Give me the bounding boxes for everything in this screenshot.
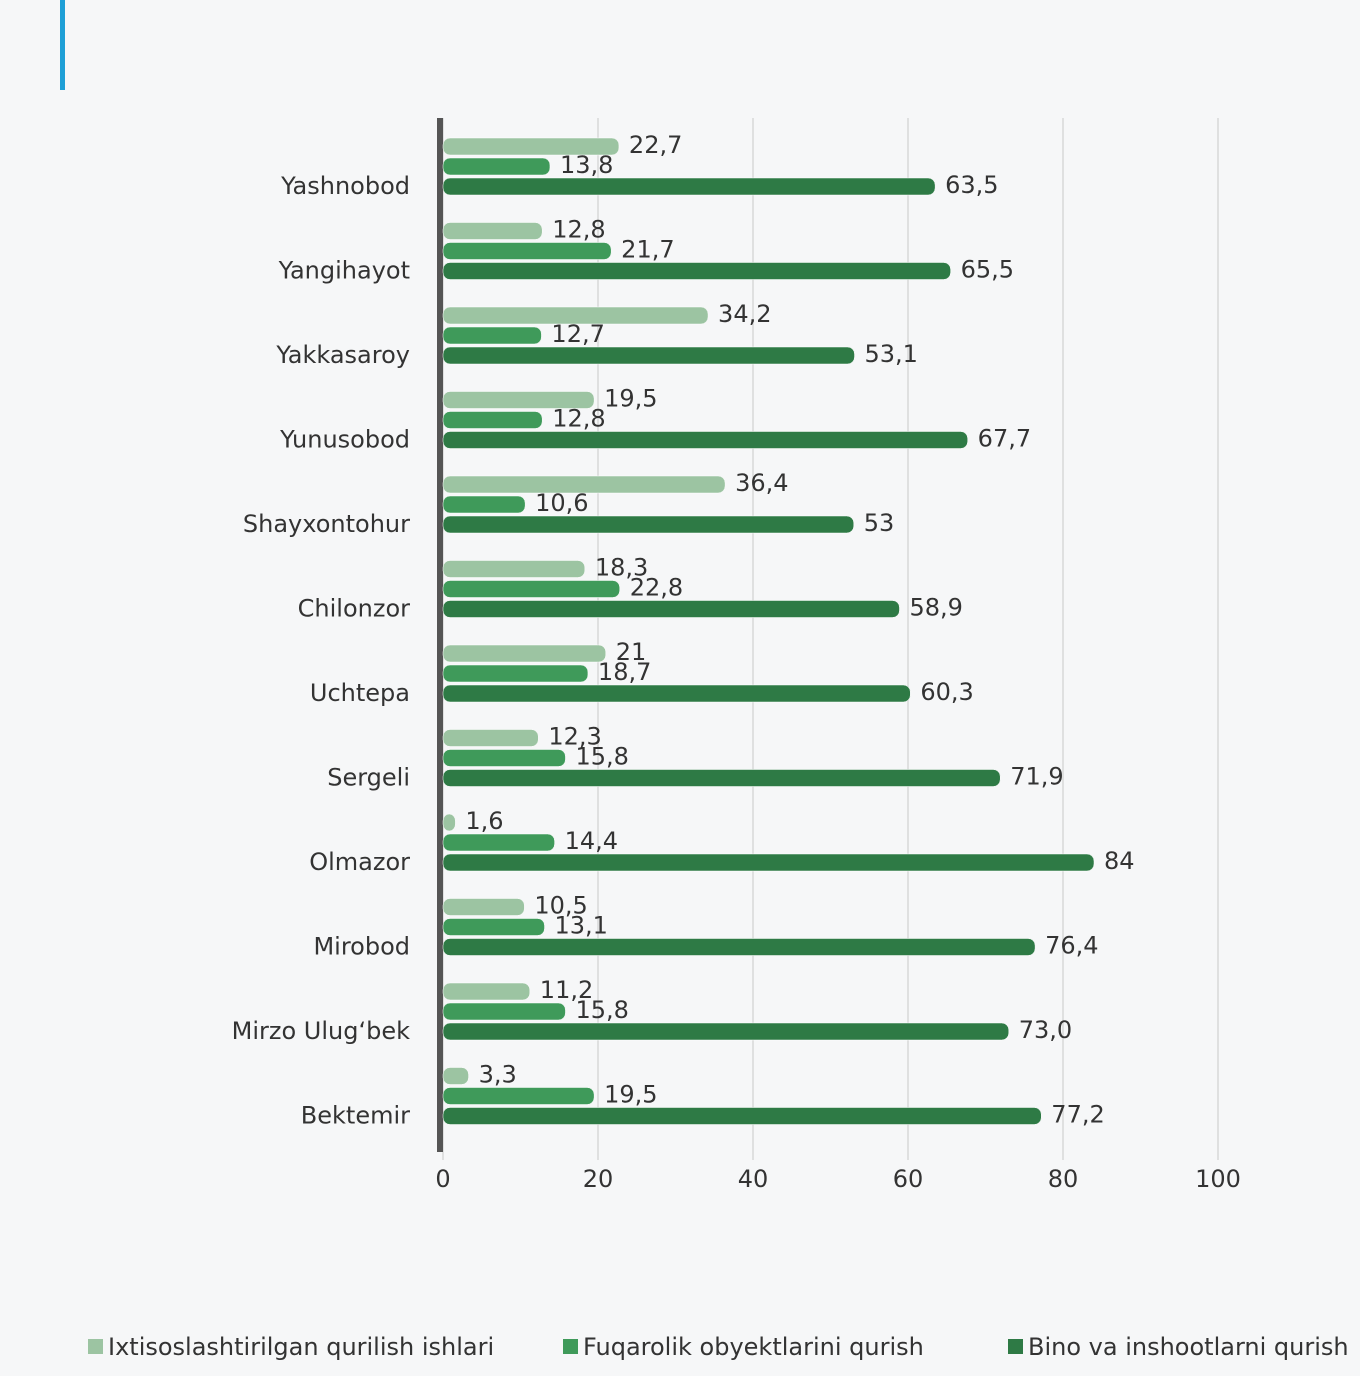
- data-label: 15,8: [575, 996, 628, 1024]
- bar: [442, 157, 551, 176]
- x-tick-label: 0: [435, 1165, 450, 1193]
- bar: [442, 475, 726, 494]
- data-label: 12,8: [552, 216, 605, 244]
- data-label: 53,1: [865, 340, 918, 368]
- bar: [442, 580, 620, 598]
- x-tick-label: 60: [893, 1165, 924, 1193]
- bar: [442, 918, 545, 936]
- x-tick-label: 100: [1195, 1165, 1241, 1193]
- data-label: 12,8: [552, 405, 605, 433]
- bar: [442, 137, 620, 156]
- bar: [442, 898, 525, 916]
- data-label: 1,6: [465, 807, 503, 835]
- data-label: 22,8: [630, 574, 683, 602]
- bar: [442, 813, 456, 832]
- data-label: 22,7: [629, 131, 682, 159]
- y-tick-label: Mirzo Ulug‘bek: [232, 1017, 410, 1045]
- data-label: 58,9: [909, 594, 962, 622]
- data-label: 76,4: [1045, 932, 1098, 960]
- data-label: 15,8: [575, 743, 628, 771]
- bar: [442, 306, 709, 325]
- bar: [442, 769, 1001, 787]
- bar: [442, 1022, 1009, 1041]
- bar: [442, 729, 539, 747]
- y-tick-label: Olmazor: [309, 848, 410, 876]
- data-label: 13,8: [560, 151, 613, 179]
- legend-swatch: [1008, 1339, 1023, 1354]
- y-tick-label: Uchtepa: [310, 679, 410, 707]
- bar: [442, 938, 1036, 956]
- data-label: 18,3: [595, 554, 648, 582]
- y-tick-label: Yangihayot: [278, 257, 410, 285]
- data-label: 21: [616, 638, 647, 666]
- x-tick-label: 80: [1048, 1165, 1079, 1193]
- data-label: 3,3: [479, 1061, 517, 1089]
- data-label: 65,5: [961, 256, 1014, 284]
- legend-label: Fuqarolik obyektlarini qurish: [583, 1333, 924, 1361]
- data-label: 63,5: [945, 171, 998, 199]
- x-tick-label: 40: [738, 1165, 769, 1193]
- y-tick-label: Sergeli: [327, 764, 410, 792]
- data-label: 12,7: [551, 320, 604, 348]
- data-label: 19,5: [604, 385, 657, 413]
- data-label: 53: [864, 509, 895, 537]
- bar: [442, 177, 936, 196]
- data-label: 67,7: [978, 425, 1031, 453]
- legend-swatch: [88, 1339, 103, 1354]
- bar: [442, 391, 595, 409]
- data-label: 73,0: [1019, 1016, 1072, 1044]
- bar: [442, 262, 951, 280]
- data-label: 18,7: [598, 658, 651, 686]
- data-label: 10,5: [534, 892, 587, 920]
- y-tick-label: Yashnobod: [280, 172, 410, 200]
- bar: [442, 560, 586, 578]
- data-label: 36,4: [735, 469, 788, 497]
- bar: [442, 600, 900, 618]
- bar: [442, 222, 543, 240]
- data-label: 11,2: [540, 976, 593, 1004]
- bar: [442, 749, 566, 767]
- bar: [442, 644, 606, 663]
- bar: [442, 515, 854, 534]
- y-tick-label: Mirobod: [313, 933, 410, 961]
- bar: [442, 1107, 1042, 1125]
- bar: [442, 346, 855, 365]
- y-tick-label: Shayxontohur: [243, 510, 410, 538]
- y-tick-label: Bektemir: [301, 1102, 410, 1130]
- data-label: 12,3: [548, 723, 601, 751]
- bar: [442, 1087, 595, 1105]
- accent-bar: [60, 0, 65, 90]
- data-label: 60,3: [920, 678, 973, 706]
- data-label: 14,4: [565, 827, 618, 855]
- bar: [442, 853, 1095, 872]
- bar: [442, 326, 542, 345]
- data-label: 13,1: [555, 912, 608, 940]
- legend-label: Ixtisoslashtirilgan qurilish ishlari: [108, 1333, 494, 1361]
- y-tick-label: Yunusobod: [279, 426, 410, 454]
- y-tick-label: Yakkasaroy: [275, 341, 410, 369]
- bar: [442, 684, 911, 703]
- bar: [442, 664, 589, 683]
- data-label: 21,7: [621, 236, 674, 264]
- data-label: 34,2: [718, 300, 771, 328]
- bar: [442, 242, 612, 260]
- bar: [442, 1067, 469, 1085]
- bar: [442, 411, 543, 429]
- axis-wall: [437, 118, 443, 1152]
- x-tick-label: 20: [583, 1165, 614, 1193]
- data-label: 77,2: [1051, 1101, 1104, 1129]
- bar: [442, 495, 526, 514]
- bar: [442, 431, 968, 449]
- data-label: 84: [1104, 847, 1135, 875]
- bar: [442, 1002, 566, 1021]
- bar: [442, 982, 531, 1001]
- data-label: 19,5: [604, 1081, 657, 1109]
- legend-swatch: [563, 1339, 578, 1354]
- legend-label: Bino va inshootlarni qurish: [1028, 1333, 1349, 1361]
- data-label: 10,6: [535, 489, 588, 517]
- y-tick-label: Chilonzor: [298, 595, 410, 623]
- bar: [442, 833, 555, 852]
- data-label: 71,9: [1010, 763, 1063, 791]
